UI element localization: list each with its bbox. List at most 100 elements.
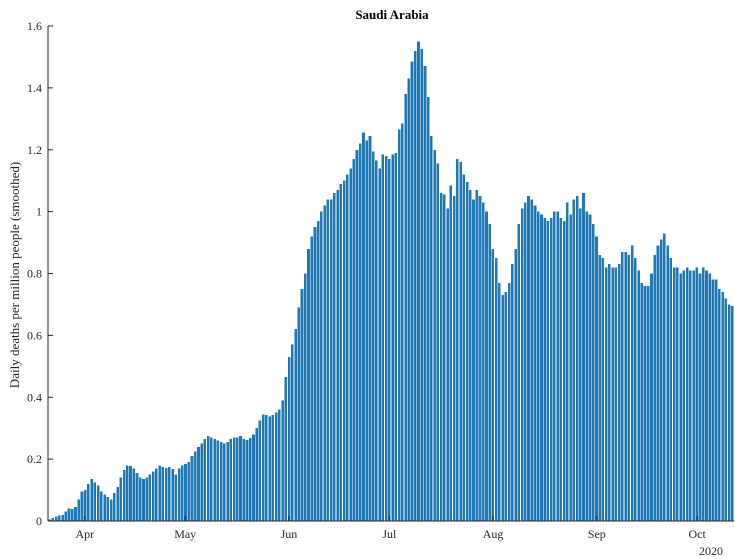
- bar: [478, 196, 482, 521]
- bar: [80, 491, 84, 521]
- chart-title: Saudi Arabia: [355, 7, 429, 22]
- bar: [695, 267, 699, 521]
- bar: [242, 439, 246, 521]
- x-tick-label: Jun: [281, 527, 298, 541]
- bar: [155, 468, 158, 521]
- bar: [329, 199, 333, 521]
- bar: [498, 282, 501, 521]
- bar: [378, 168, 381, 521]
- bar: [465, 182, 469, 522]
- bar: [566, 202, 569, 521]
- bar: [326, 199, 330, 521]
- bar: [468, 189, 472, 521]
- bar: [585, 211, 589, 522]
- bar: [384, 155, 388, 521]
- bar: [193, 451, 197, 521]
- bar: [67, 508, 71, 522]
- bar: [125, 465, 129, 521]
- bar: [362, 132, 365, 522]
- bar: [572, 199, 576, 521]
- bar: [689, 270, 692, 521]
- bar: [310, 236, 314, 522]
- bar: [70, 509, 74, 521]
- bar: [358, 143, 362, 521]
- y-tick-label: 1: [36, 205, 42, 219]
- bar: [184, 463, 187, 521]
- bar: [168, 466, 171, 521]
- bar: [417, 41, 420, 521]
- bar: [630, 245, 634, 521]
- bar: [397, 129, 401, 521]
- bar: [323, 205, 326, 521]
- bar: [536, 211, 540, 522]
- bar: [278, 409, 281, 522]
- bar: [371, 151, 375, 522]
- bar: [598, 254, 602, 521]
- bar: [672, 267, 676, 521]
- bar: [83, 490, 87, 521]
- bar: [106, 496, 110, 521]
- bar: [530, 199, 534, 521]
- bar: [339, 183, 343, 521]
- bar: [501, 295, 504, 521]
- bar: [646, 285, 650, 522]
- bar: [401, 123, 404, 521]
- bar: [666, 245, 669, 521]
- bar: [103, 494, 106, 521]
- bar: [268, 416, 271, 521]
- bar: [206, 435, 210, 521]
- bar: [640, 282, 644, 521]
- bar: [223, 443, 226, 521]
- bar: [404, 94, 407, 521]
- bar: [527, 196, 530, 521]
- bar: [637, 270, 640, 521]
- x-tick-label: Oct: [689, 527, 707, 541]
- bar: [391, 154, 394, 521]
- bar: [294, 329, 297, 521]
- bar: [151, 471, 155, 521]
- bar: [407, 78, 411, 521]
- bar: [617, 264, 621, 521]
- bar: [313, 227, 317, 521]
- bar: [200, 443, 203, 521]
- bar: [180, 465, 184, 521]
- bar: [656, 245, 660, 521]
- bar: [721, 292, 724, 521]
- bar: [135, 473, 139, 521]
- bar: [659, 239, 663, 521]
- bar: [255, 428, 259, 521]
- bar: [297, 307, 301, 521]
- bar: [553, 211, 556, 522]
- bar: [261, 414, 265, 521]
- bar: [252, 434, 255, 522]
- bar: [346, 174, 349, 521]
- bar: [394, 152, 398, 521]
- y-tick-label: 0.2: [27, 452, 42, 466]
- bar: [634, 258, 637, 521]
- bar: [523, 202, 527, 521]
- bar: [271, 415, 275, 521]
- bar: [122, 469, 126, 521]
- bar: [229, 439, 233, 521]
- bar: [426, 97, 430, 521]
- bar: [608, 264, 611, 521]
- bar: [245, 439, 249, 521]
- bar: [446, 208, 449, 521]
- y-tick-label: 1.6: [27, 19, 42, 33]
- bar: [517, 224, 521, 521]
- bar: [488, 224, 491, 521]
- bar: [452, 196, 456, 521]
- bar: [248, 438, 252, 521]
- y-tick-label: 0: [36, 514, 42, 528]
- bar: [494, 258, 498, 521]
- bar: [698, 273, 702, 521]
- bar: [439, 193, 443, 521]
- bar: [210, 437, 213, 521]
- bar: [148, 474, 152, 521]
- bar: [388, 159, 391, 521]
- bar: [430, 135, 433, 521]
- bar: [58, 515, 61, 521]
- bar: [533, 205, 537, 521]
- bar: [462, 174, 466, 521]
- bar: [213, 439, 216, 521]
